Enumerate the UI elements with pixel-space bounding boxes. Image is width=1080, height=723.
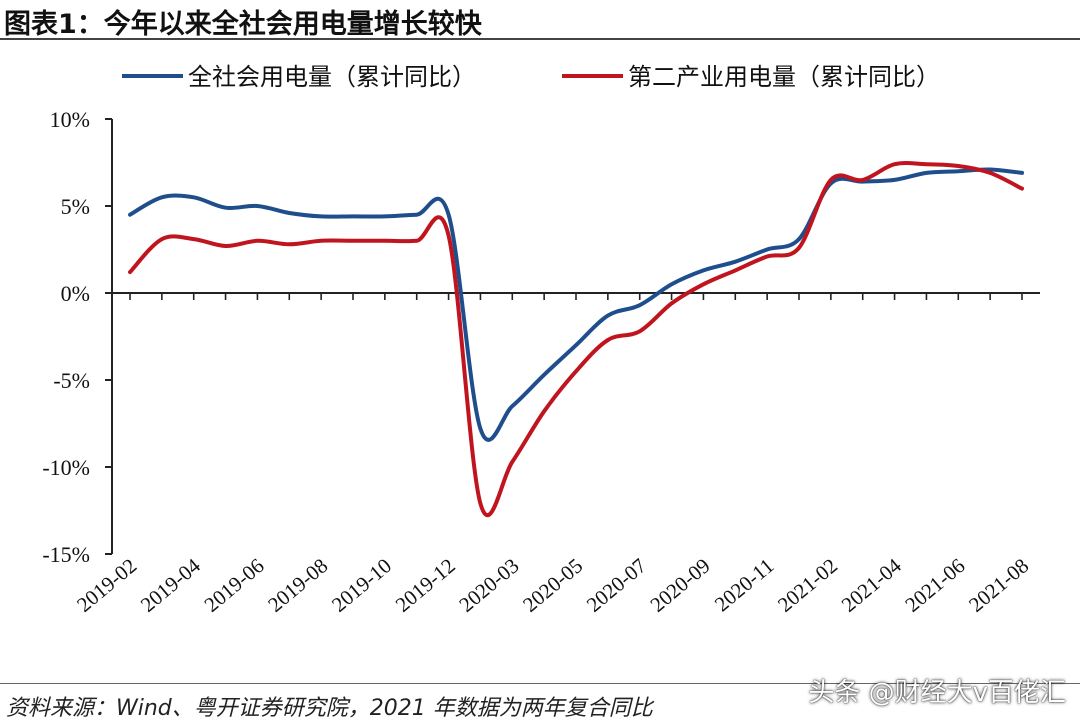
x-tick-label: 2021-08 bbox=[964, 553, 1033, 616]
x-tick-label: 2019-10 bbox=[327, 553, 396, 616]
x-tick-label: 2019-06 bbox=[200, 553, 269, 616]
legend-label: 第二产业用电量（累计同比） bbox=[628, 63, 940, 91]
y-tick-label: 0% bbox=[61, 281, 90, 306]
legend: 全社会用电量（累计同比） 第二产业用电量（累计同比） bbox=[122, 63, 940, 91]
x-tick-label: 2019-08 bbox=[263, 553, 332, 616]
x-tick-label: 2020-11 bbox=[710, 553, 778, 616]
x-tick-label: 2021-06 bbox=[900, 553, 969, 616]
legend-label: 全社会用电量（累计同比） bbox=[188, 63, 476, 91]
x-tick-label: 2020-05 bbox=[518, 553, 587, 616]
y-tick-label: -15% bbox=[42, 542, 90, 567]
x-tick-label: 2020-09 bbox=[646, 553, 715, 616]
source-note: 资料来源：Wind、粤开证券研究院，2021 年数据为两年复合同比 bbox=[6, 696, 653, 721]
x-tick-label: 2019-12 bbox=[391, 553, 460, 616]
title-divider bbox=[0, 38, 1080, 40]
axes: 10%5%0%-5%-10%-15%2019-022019-042019-062… bbox=[42, 107, 1040, 617]
x-tick-label: 2021-02 bbox=[773, 553, 842, 616]
title-bar: 图表1：今年以来全社会用电量增长较快 bbox=[0, 0, 1080, 40]
series-layer bbox=[128, 160, 1024, 518]
series-total-electricity-line bbox=[128, 167, 1024, 442]
chart-title: 图表1：今年以来全社会用电量增长较快 bbox=[4, 9, 482, 40]
line-chart: 全社会用电量（累计同比） 第二产业用电量（累计同比） 10% 5% 0% -5% -10%… bbox=[42, 63, 1040, 617]
y-tick-label: 10% bbox=[50, 107, 90, 132]
x-tick-label: 2020-03 bbox=[454, 553, 523, 616]
source-divider bbox=[0, 683, 1080, 684]
y-tick-label: 5% bbox=[61, 194, 90, 219]
y-tick-label: -10% bbox=[42, 455, 90, 480]
x-tick-label: 2019-04 bbox=[136, 553, 205, 617]
x-tick-label: 2021-04 bbox=[837, 553, 906, 617]
series-secondary-industry-line bbox=[128, 160, 1024, 518]
watermark: 头条 @财经大v百佬汇 bbox=[808, 678, 1066, 708]
x-tick-label: 2020-07 bbox=[582, 553, 651, 616]
y-tick-label: -5% bbox=[53, 368, 90, 393]
